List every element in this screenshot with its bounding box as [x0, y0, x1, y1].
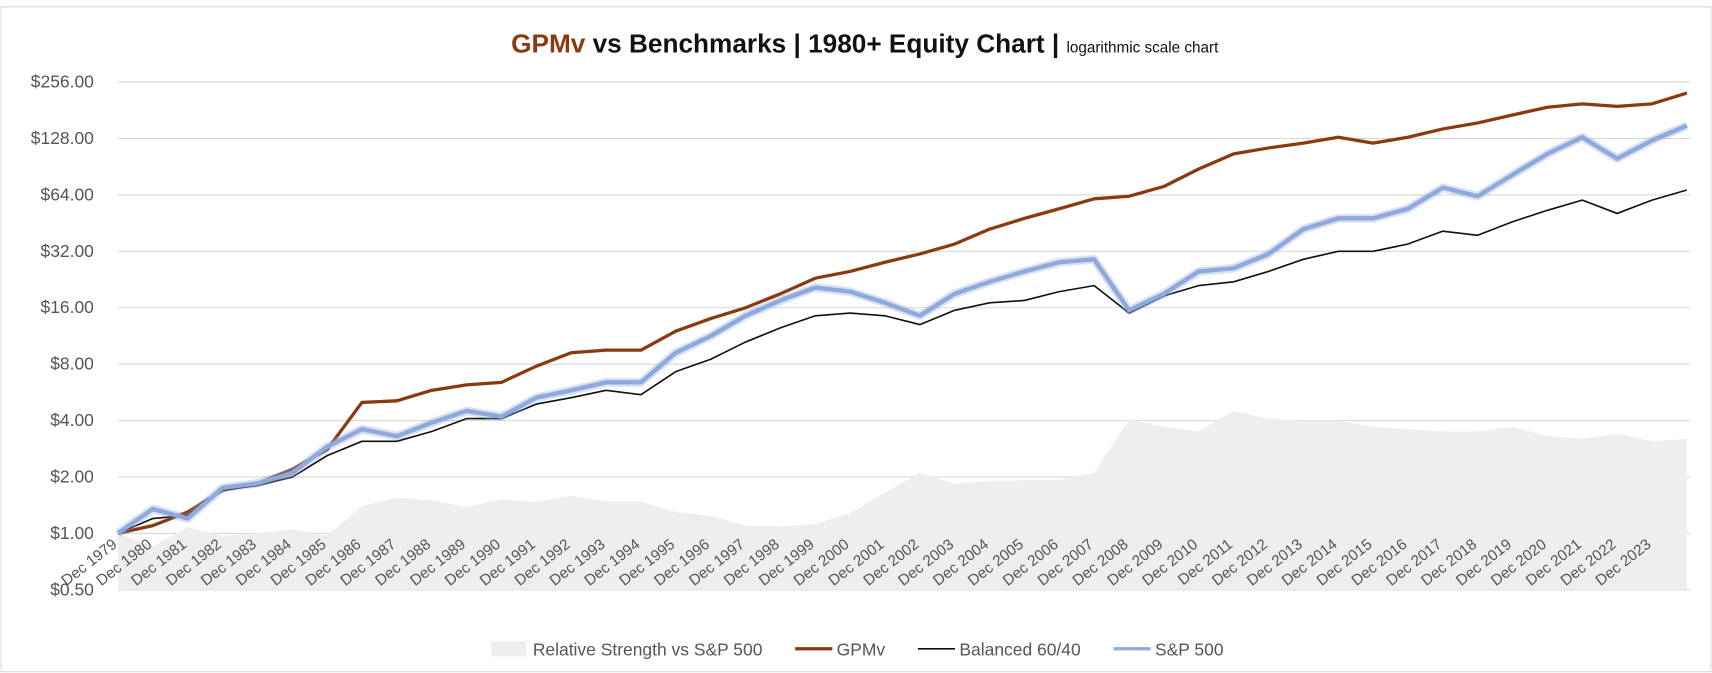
legend-swatch: [491, 641, 527, 657]
series-line: [117, 91, 1688, 535]
legend-label: Balanced 60/40: [959, 639, 1081, 659]
chart-title-group: GPMv vs Benchmarks | 1980+ Equity Chart …: [511, 29, 1219, 59]
chart-subtitle: logarithmic scale chart: [1066, 40, 1219, 57]
y-tick-label: $32.00: [41, 241, 95, 261]
chart-title-highlight: GPMv: [511, 29, 586, 59]
legend-label: S&P 500: [1155, 639, 1224, 659]
y-tick-label: $16.00: [41, 297, 95, 317]
legend-label: Relative Strength vs S&P 500: [533, 639, 763, 659]
y-tick-label: $256.00: [31, 72, 94, 92]
relative-strength-area: [117, 410, 1687, 590]
legend-label: GPMv: [837, 639, 886, 659]
y-tick-label: $1.00: [50, 523, 94, 543]
y-tick-label: $8.00: [50, 354, 94, 374]
y-tick-label: $128.00: [31, 128, 94, 148]
y-tick-label: $2.00: [50, 466, 94, 486]
series-line: [116, 123, 1688, 536]
y-tick-label: $4.00: [50, 410, 94, 430]
series-line: [117, 189, 1688, 535]
y-tick-label: $0.50: [50, 579, 94, 599]
y-tick-label: $64.00: [41, 184, 95, 204]
chart-title: vs Benchmarks | 1980+ Equity Chart |: [593, 29, 1060, 59]
